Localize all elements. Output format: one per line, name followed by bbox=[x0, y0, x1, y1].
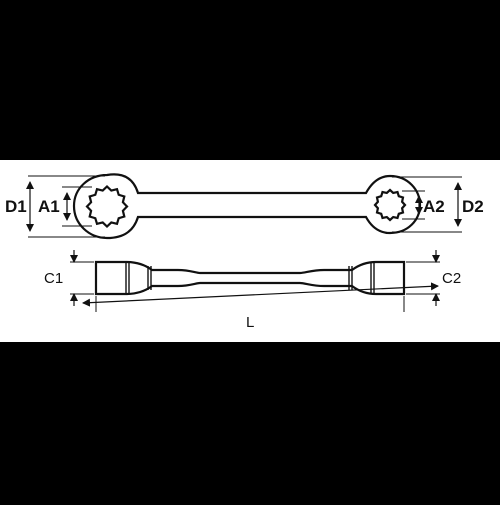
label-a1: A1 bbox=[38, 197, 60, 216]
wrench-top-outline bbox=[72, 173, 422, 240]
label-l: L bbox=[246, 314, 254, 331]
dimension-a2: A2 bbox=[402, 190, 445, 220]
dimension-a1: A1 bbox=[38, 186, 92, 227]
label-d1: D1 bbox=[5, 197, 27, 216]
left-ring-12pt bbox=[85, 184, 129, 229]
dimension-c1: C1 bbox=[44, 250, 94, 306]
label-d2: D2 bbox=[462, 197, 484, 216]
wrench-top-view bbox=[72, 173, 422, 240]
right-ring-12pt bbox=[373, 188, 407, 222]
label-c1: C1 bbox=[44, 270, 63, 287]
label-a2: A2 bbox=[423, 197, 445, 216]
dimension-d2: D2 bbox=[392, 176, 484, 233]
dimension-l: L bbox=[82, 282, 439, 331]
label-c2: C2 bbox=[442, 270, 461, 287]
dimension-d1: D1 bbox=[5, 175, 105, 238]
top-black-band bbox=[0, 0, 500, 160]
bottom-black-band bbox=[0, 342, 500, 500]
